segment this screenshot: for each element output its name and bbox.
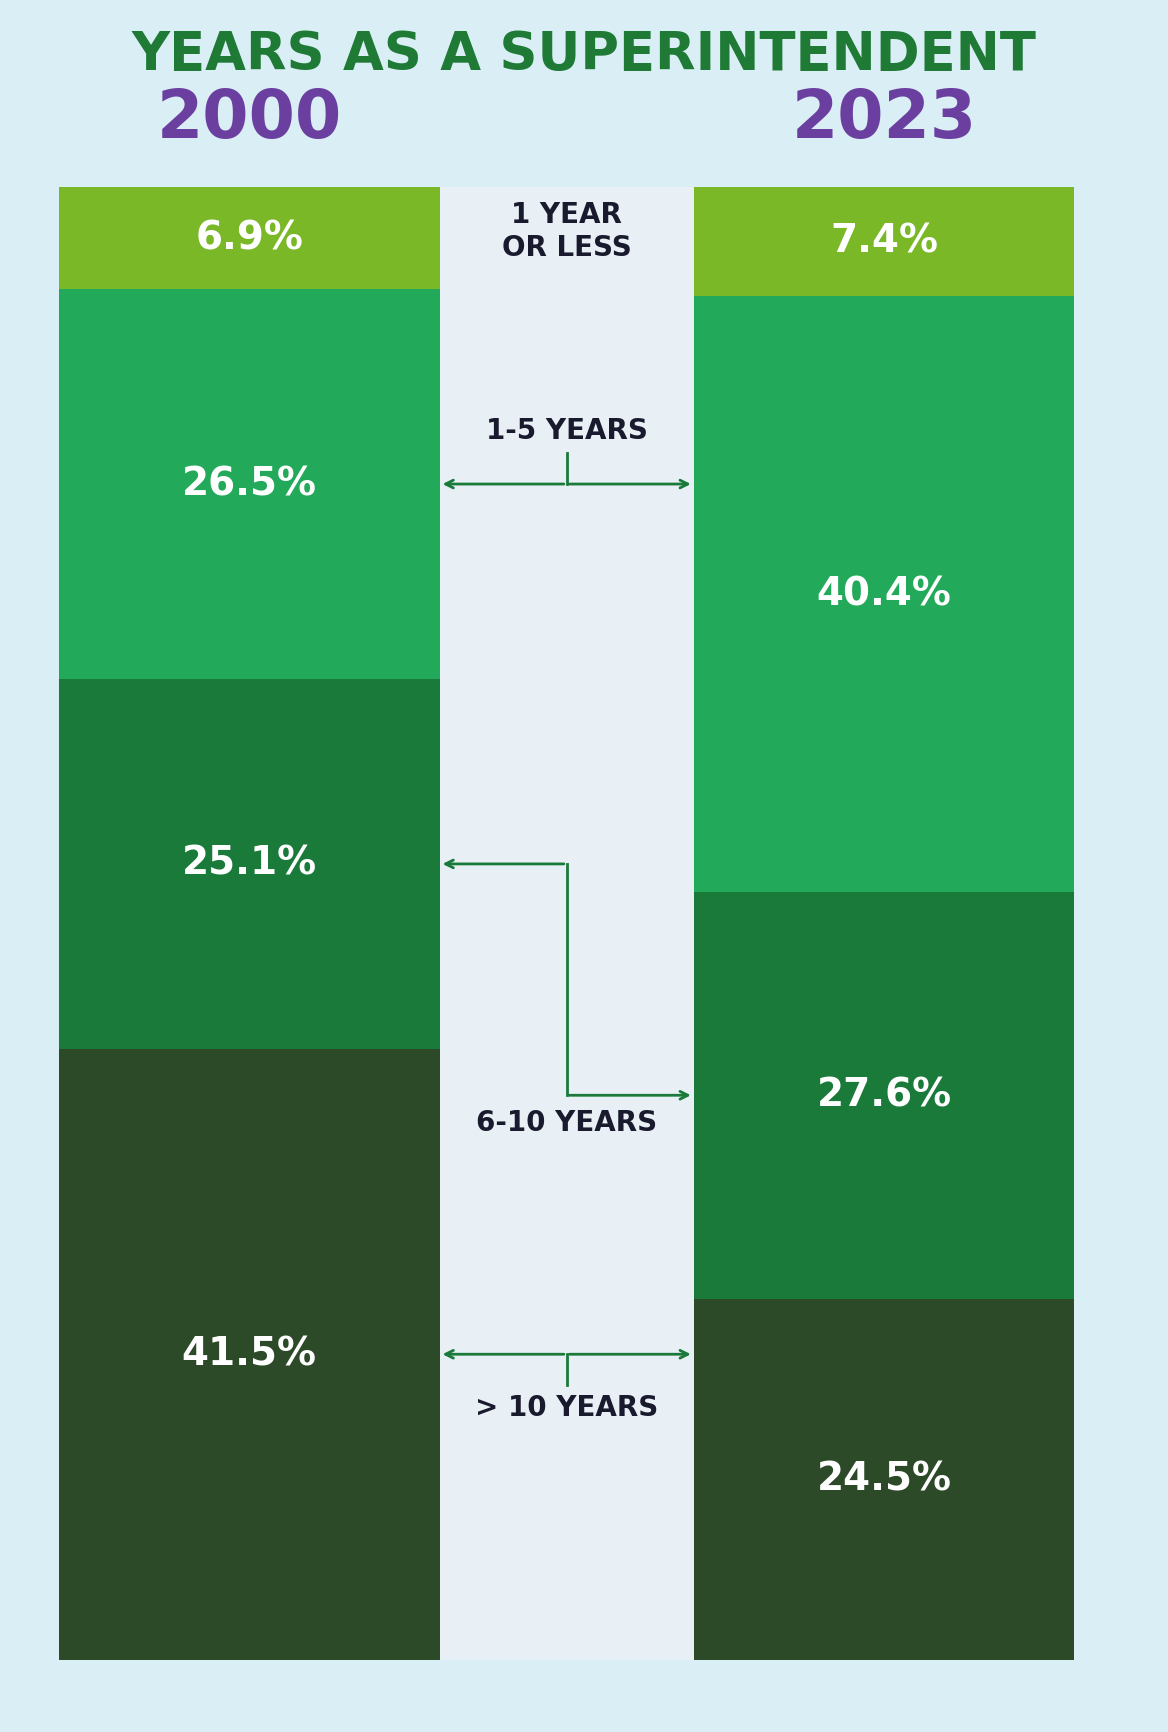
FancyBboxPatch shape (694, 1299, 1075, 1659)
Text: 40.4%: 40.4% (816, 575, 952, 613)
Text: 2000: 2000 (157, 85, 342, 152)
FancyBboxPatch shape (58, 1048, 439, 1659)
Text: 2023: 2023 (792, 85, 976, 152)
FancyBboxPatch shape (694, 892, 1075, 1299)
Text: 6-10 YEARS: 6-10 YEARS (477, 1108, 658, 1136)
Text: 1 YEAR
OR LESS: 1 YEAR OR LESS (502, 201, 632, 262)
FancyBboxPatch shape (58, 679, 439, 1048)
Text: 41.5%: 41.5% (182, 1335, 317, 1373)
FancyBboxPatch shape (58, 187, 439, 289)
Text: 26.5%: 26.5% (182, 464, 317, 502)
Text: YEARS AS A SUPERINTENDENT: YEARS AS A SUPERINTENDENT (132, 29, 1036, 81)
Text: 6.9%: 6.9% (195, 220, 304, 256)
Text: 1-5 YEARS: 1-5 YEARS (486, 416, 647, 445)
Text: 24.5%: 24.5% (816, 1460, 952, 1498)
FancyBboxPatch shape (58, 289, 439, 679)
Text: > 10 YEARS: > 10 YEARS (475, 1394, 659, 1422)
FancyBboxPatch shape (694, 296, 1075, 892)
FancyBboxPatch shape (439, 187, 694, 1659)
Text: 27.6%: 27.6% (816, 1076, 952, 1114)
Text: 25.1%: 25.1% (182, 845, 317, 883)
FancyBboxPatch shape (694, 187, 1075, 296)
Text: 7.4%: 7.4% (830, 223, 938, 262)
